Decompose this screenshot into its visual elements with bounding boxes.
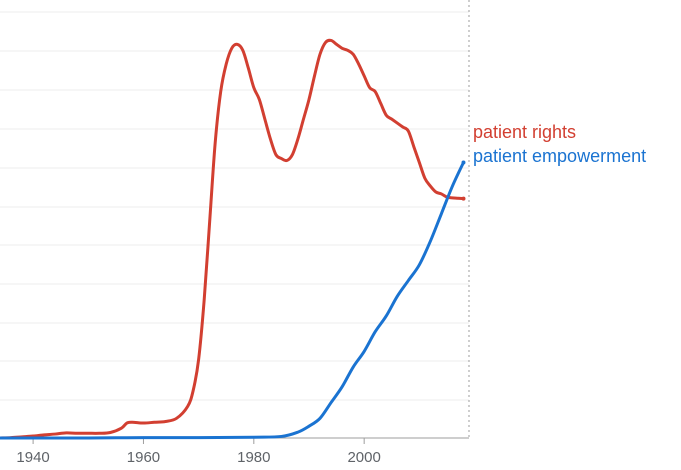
series-end-point-patient-rights <box>461 196 466 201</box>
series-labels: patient rights patient empowerment <box>473 122 646 166</box>
x-tick-label-1960: 1960 <box>127 449 160 466</box>
series-line-patient-empowerment[interactable] <box>0 160 465 440</box>
series-line-patient-rights[interactable] <box>0 38 465 440</box>
series-label-patient-rights[interactable]: patient rights <box>473 122 576 142</box>
x-tick-label-2000: 2000 <box>347 449 380 466</box>
series-lines <box>0 38 466 440</box>
x-tick-label-1980: 1980 <box>237 449 270 466</box>
x-tick-label-1940: 1940 <box>16 449 49 466</box>
x-axis-ticks: 1940 1960 1980 2000 <box>16 438 381 466</box>
series-end-point-patient-empowerment <box>461 160 466 165</box>
grid-lines <box>0 11 469 401</box>
series-label-patient-empowerment[interactable]: patient empowerment <box>473 146 646 166</box>
